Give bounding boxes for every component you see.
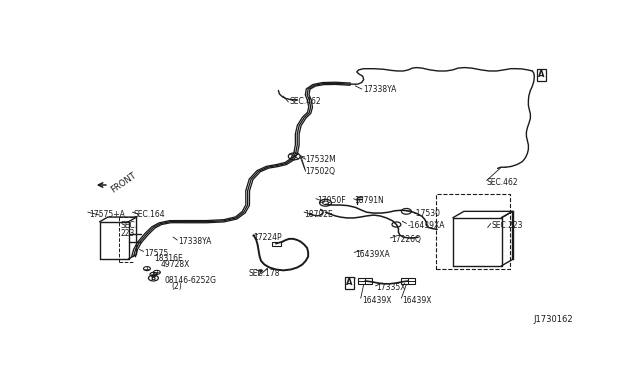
Text: SEC.462: SEC.462 bbox=[486, 178, 518, 187]
Text: SEC.462: SEC.462 bbox=[289, 97, 321, 106]
Text: 18791N: 18791N bbox=[355, 196, 384, 205]
Text: FRONT: FRONT bbox=[109, 171, 138, 195]
Text: 223: 223 bbox=[121, 229, 135, 238]
Text: 17575+A: 17575+A bbox=[89, 210, 125, 219]
Text: 18316E: 18316E bbox=[154, 254, 183, 263]
Text: -16439XA: -16439XA bbox=[408, 221, 445, 230]
Text: 17502Q: 17502Q bbox=[306, 167, 336, 176]
Text: 17050F: 17050F bbox=[317, 196, 346, 205]
Text: 17224P: 17224P bbox=[253, 234, 282, 243]
Text: 17335X: 17335X bbox=[376, 283, 406, 292]
Text: -17530: -17530 bbox=[413, 209, 440, 218]
Text: SEC.: SEC. bbox=[121, 221, 138, 230]
Text: SEC.164: SEC.164 bbox=[134, 210, 165, 219]
Text: SEC.178: SEC.178 bbox=[249, 269, 280, 278]
Text: 17338YA: 17338YA bbox=[178, 237, 212, 246]
FancyBboxPatch shape bbox=[273, 242, 282, 246]
Text: A: A bbox=[346, 279, 353, 288]
Text: 17338YA: 17338YA bbox=[363, 84, 396, 93]
Text: 49728X: 49728X bbox=[161, 260, 189, 269]
Text: J1730162: J1730162 bbox=[534, 315, 573, 324]
Text: A: A bbox=[538, 70, 545, 79]
Text: 18792E: 18792E bbox=[305, 210, 333, 219]
Text: (2): (2) bbox=[172, 282, 182, 291]
Text: 16439X: 16439X bbox=[403, 296, 432, 305]
Text: 16439XA: 16439XA bbox=[355, 250, 390, 259]
Text: 17532M: 17532M bbox=[306, 155, 337, 164]
FancyBboxPatch shape bbox=[401, 278, 415, 284]
Text: 16439X: 16439X bbox=[362, 296, 391, 305]
Text: 17575: 17575 bbox=[145, 248, 169, 258]
Text: B: B bbox=[151, 275, 156, 281]
FancyBboxPatch shape bbox=[358, 278, 372, 284]
Text: 17226Q: 17226Q bbox=[392, 235, 421, 244]
Text: 08146-6252G: 08146-6252G bbox=[164, 276, 216, 285]
Text: SEC.223: SEC.223 bbox=[492, 221, 523, 230]
